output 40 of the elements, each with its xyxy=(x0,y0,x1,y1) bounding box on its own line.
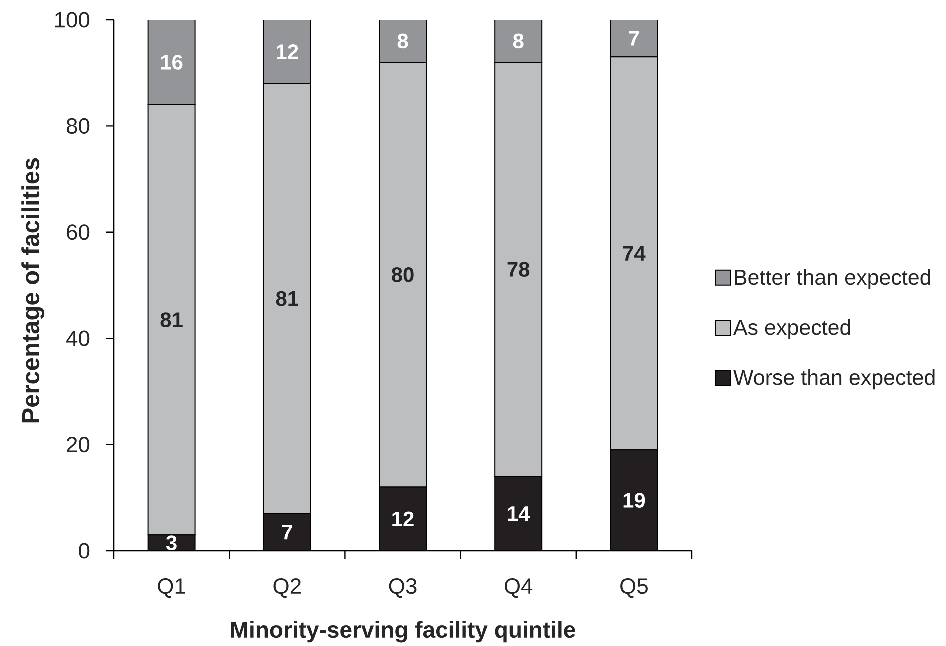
data-label: 7 xyxy=(282,525,292,540)
y-tick-label: 100 xyxy=(55,12,90,28)
bar xyxy=(263,513,312,551)
data-label: 19 xyxy=(624,493,646,508)
data-label: 16 xyxy=(161,55,183,70)
data-label: 80 xyxy=(392,267,414,282)
legend-label: As expected xyxy=(733,319,850,340)
y-tick-label: 0 xyxy=(79,543,90,559)
y-tick-label: 40 xyxy=(66,330,90,346)
data-label: 12 xyxy=(277,44,298,60)
y-tick-label: 20 xyxy=(67,437,90,453)
bar xyxy=(263,20,312,84)
x-tick-label: Q3 xyxy=(389,578,417,598)
data-label: 7 xyxy=(629,31,640,46)
data-label: 81 xyxy=(276,291,298,306)
data-label: 14 xyxy=(508,506,530,522)
bar xyxy=(379,486,427,551)
x-tick-label: Q1 xyxy=(158,578,186,598)
bar xyxy=(610,450,658,551)
data-label: 81 xyxy=(160,312,183,328)
data-label: 74 xyxy=(623,246,646,261)
bar xyxy=(494,20,543,63)
bar xyxy=(148,20,196,106)
data-label: 3 xyxy=(166,536,177,550)
y-tick-label: 80 xyxy=(66,118,90,134)
y-axis-title: Percentage of facilities xyxy=(22,158,45,423)
data-label: 78 xyxy=(508,262,530,277)
bar xyxy=(494,476,543,551)
x-tick-label: Q2 xyxy=(274,578,301,598)
legend-label: Worse than expected xyxy=(734,370,935,390)
bar xyxy=(610,20,658,58)
x-tick-label: Q4 xyxy=(504,578,533,598)
data-label: 8 xyxy=(513,34,524,49)
x-tick-label: Q5 xyxy=(620,578,648,598)
bar xyxy=(379,20,427,63)
data-label: 8 xyxy=(398,34,408,49)
legend-label: Better than expected xyxy=(735,269,930,290)
x-axis-title: Minority-serving facility quintile xyxy=(231,621,576,643)
data-label: 12 xyxy=(392,512,414,526)
y-tick-label: 60 xyxy=(67,224,90,240)
